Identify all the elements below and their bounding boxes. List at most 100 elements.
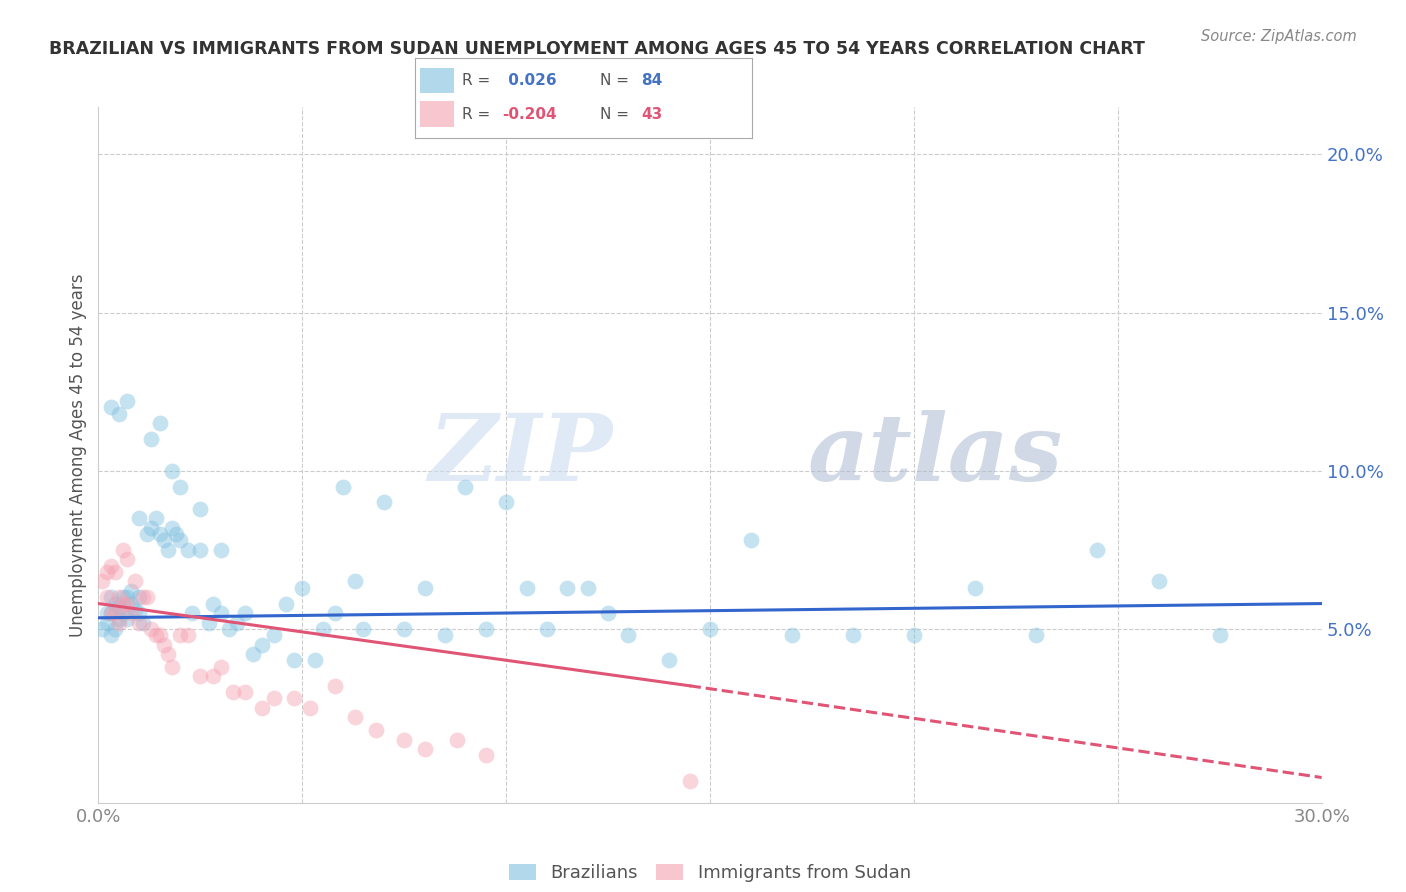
Text: 0.026: 0.026 [502, 73, 557, 88]
Point [111, 606, 134, 620]
Point [188, 542, 212, 557]
Text: ZIP: ZIP [427, 410, 612, 500]
Point [160, 660, 183, 674]
Bar [420, 102, 454, 127]
Point [233, 606, 256, 620]
Point [100, 401, 122, 415]
Point [149, 628, 172, 642]
Point [274, 597, 297, 611]
Text: -0.204: -0.204 [502, 107, 557, 121]
Point [152, 638, 174, 652]
Point [446, 732, 468, 747]
Point [128, 606, 150, 620]
Point [454, 479, 477, 493]
Text: 84: 84 [641, 73, 662, 88]
Point [413, 581, 436, 595]
Point [323, 606, 346, 620]
Point [169, 479, 191, 493]
Point [841, 628, 863, 642]
Text: N =: N = [600, 107, 630, 121]
Point [108, 615, 131, 630]
Text: atlas: atlas [808, 410, 1063, 500]
Y-axis label: Unemployment Among Ages 45 to 54 years: Unemployment Among Ages 45 to 54 years [69, 273, 87, 637]
Point [108, 612, 131, 626]
Point [141, 521, 163, 535]
Point [169, 533, 191, 548]
Point [149, 527, 172, 541]
Point [188, 501, 212, 516]
Text: Source: ZipAtlas.com: Source: ZipAtlas.com [1201, 29, 1357, 44]
Point [188, 669, 212, 683]
Point [344, 574, 367, 589]
Text: N =: N = [600, 73, 630, 88]
Point [299, 701, 322, 715]
Point [104, 606, 127, 620]
Bar [420, 68, 454, 94]
Point [516, 581, 538, 595]
Point [96, 606, 118, 620]
Point [108, 407, 131, 421]
Point [141, 432, 163, 446]
Point [160, 464, 183, 478]
Point [218, 622, 240, 636]
Point [145, 511, 167, 525]
Point [233, 685, 256, 699]
Point [201, 669, 224, 683]
Point [124, 574, 146, 589]
Point [132, 615, 155, 630]
Point [120, 597, 142, 611]
Point [149, 417, 172, 431]
Point [965, 581, 987, 595]
Point [160, 521, 183, 535]
Text: R =: R = [463, 73, 491, 88]
Point [242, 647, 264, 661]
Text: BRAZILIAN VS IMMIGRANTS FROM SUDAN UNEMPLOYMENT AMONG AGES 45 TO 54 YEARS CORREL: BRAZILIAN VS IMMIGRANTS FROM SUDAN UNEMP… [49, 40, 1144, 58]
Point [96, 565, 118, 579]
Point [165, 527, 187, 541]
Point [332, 479, 354, 493]
Point [120, 606, 142, 620]
Point [283, 653, 305, 667]
Point [903, 628, 925, 642]
Point [1025, 628, 1047, 642]
Point [1147, 574, 1170, 589]
Point [495, 495, 517, 509]
Point [598, 606, 620, 620]
Point [209, 542, 232, 557]
Point [96, 591, 118, 605]
Point [91, 574, 114, 589]
Point [136, 527, 159, 541]
Point [392, 732, 416, 747]
Point [104, 597, 127, 611]
Text: 43: 43 [641, 107, 662, 121]
Point [392, 622, 416, 636]
Point [434, 628, 457, 642]
Point [474, 622, 498, 636]
Point [181, 606, 204, 620]
Point [474, 748, 498, 763]
Point [152, 533, 174, 548]
Point [323, 679, 346, 693]
Point [250, 638, 273, 652]
Point [1209, 628, 1232, 642]
Point [156, 542, 179, 557]
Point [1085, 542, 1108, 557]
Point [141, 622, 163, 636]
Point [201, 597, 224, 611]
Point [104, 622, 127, 636]
Point [115, 597, 138, 611]
Point [283, 691, 305, 706]
Point [177, 542, 200, 557]
Point [100, 606, 122, 620]
Point [617, 628, 640, 642]
Point [679, 773, 702, 788]
Point [304, 653, 326, 667]
Point [312, 622, 335, 636]
Point [108, 591, 131, 605]
Point [115, 591, 138, 605]
Point [124, 603, 146, 617]
Point [115, 612, 138, 626]
Point [111, 591, 134, 605]
Point [373, 495, 395, 509]
Point [209, 660, 232, 674]
